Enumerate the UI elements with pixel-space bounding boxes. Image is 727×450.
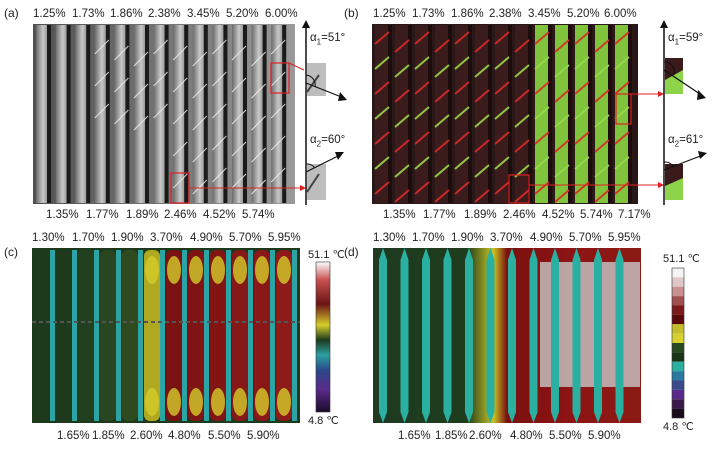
- strain-label: 1.35%: [46, 209, 79, 221]
- strain-label: 2.38%: [148, 8, 181, 20]
- strain-label: 1.35%: [383, 209, 416, 221]
- strain-label: 7.17%: [618, 209, 651, 221]
- strain-label: 2.60%: [469, 430, 502, 442]
- strain-label: 1.89%: [126, 209, 159, 221]
- strain-label: 3.70%: [150, 232, 183, 244]
- strain-label: 1.77%: [423, 209, 456, 221]
- strain-label: 1.86%: [110, 8, 143, 20]
- strain-label: 1.90%: [451, 232, 484, 244]
- strain-label: 4.80%: [510, 430, 543, 442]
- strain-label: 5.74%: [580, 209, 613, 221]
- panel-a-zoom-box-1: [270, 62, 290, 94]
- strain-label: 4.90%: [190, 232, 223, 244]
- panel-c-colorbar-max: 51.1 ℃: [308, 249, 345, 261]
- strain-label: 5.70%: [229, 232, 262, 244]
- strain-label: 5.50%: [208, 430, 241, 442]
- strain-label: 5.74%: [242, 209, 275, 221]
- strain-label: 3.70%: [490, 232, 523, 244]
- strain-label: 3.45%: [187, 8, 220, 20]
- strain-label: 1.25%: [373, 8, 406, 20]
- strain-label: 3.45%: [528, 8, 561, 20]
- panel-d-colorbar-min: 4.8 ℃: [663, 421, 694, 433]
- strain-label: 1.86%: [451, 8, 484, 20]
- panel-a-alpha1: α1=51°: [310, 32, 346, 47]
- strain-label: 5.90%: [247, 430, 280, 442]
- strain-label: 5.70%: [569, 232, 602, 244]
- strain-label: 5.50%: [549, 430, 582, 442]
- panel-b-alpha2: α2=61°: [668, 134, 704, 149]
- strain-label: 6.00%: [604, 8, 637, 20]
- panel-d-colorbar: [671, 267, 685, 419]
- strain-label: 4.90%: [530, 232, 563, 244]
- strain-label: 1.85%: [435, 430, 468, 442]
- panel-c-image: [32, 248, 300, 423]
- panel-a-image: [33, 20, 347, 205]
- strain-label: 1.90%: [111, 232, 144, 244]
- strain-label: 5.95%: [608, 232, 641, 244]
- strain-label: 5.20%: [567, 8, 600, 20]
- strain-label: 1.77%: [86, 209, 119, 221]
- strain-label: 2.46%: [503, 209, 536, 221]
- panel-c-colorbar-min: 4.8 ℃: [308, 415, 339, 427]
- strain-label: 4.80%: [168, 430, 201, 442]
- panel-label-a: (a): [4, 6, 19, 20]
- strain-label: 6.00%: [265, 8, 298, 20]
- panel-label-b: (b): [344, 6, 359, 20]
- strain-label: 1.89%: [464, 209, 497, 221]
- strain-label: 1.65%: [57, 430, 90, 442]
- strain-label: 4.52%: [542, 209, 575, 221]
- strain-label: 1.70%: [72, 232, 105, 244]
- strain-label: 4.52%: [203, 209, 236, 221]
- strain-label: 2.38%: [489, 8, 522, 20]
- panel-label-c: (c): [4, 245, 18, 259]
- strain-label: 2.46%: [164, 209, 197, 221]
- strain-label: 5.95%: [268, 232, 301, 244]
- strain-label: 1.73%: [72, 8, 105, 20]
- strain-label: 1.85%: [92, 430, 125, 442]
- panel-a-alpha2: α2=60°: [310, 134, 346, 149]
- strain-label: 1.25%: [33, 8, 66, 20]
- panel-d-colorbar-max: 51.1 ℃: [663, 253, 700, 265]
- strain-label: 1.73%: [412, 8, 445, 20]
- strain-label: 1.65%: [398, 430, 431, 442]
- panel-b-image: [372, 20, 707, 205]
- panel-b-alpha1: α1=59°: [668, 32, 704, 47]
- strain-label: 5.20%: [226, 8, 259, 20]
- panel-label-d: (d): [344, 245, 359, 259]
- strain-label: 1.30%: [373, 232, 406, 244]
- panel-d-image: [373, 248, 641, 423]
- strain-label: 1.30%: [32, 232, 65, 244]
- strain-label: 2.60%: [130, 430, 163, 442]
- strain-label: 1.70%: [412, 232, 445, 244]
- strain-label: 5.90%: [588, 430, 621, 442]
- panel-c-colorbar: [315, 261, 331, 413]
